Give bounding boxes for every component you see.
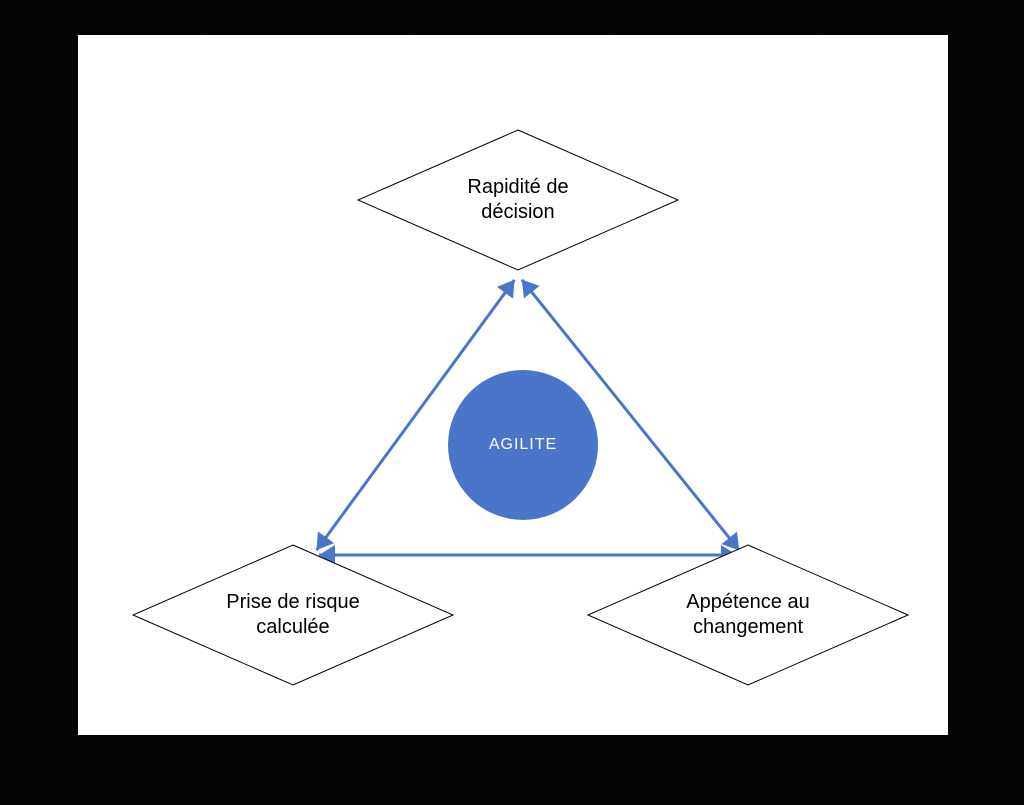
diamond-label-left: Prise de risque calculée <box>226 590 359 640</box>
diamond-label-right: Appétence au changement <box>686 590 809 640</box>
diamond-label-top: Rapidité de décision <box>467 175 568 225</box>
diagram-slide: Rapidité de décision Prise de risque cal… <box>78 35 948 735</box>
diagram-svg <box>78 35 948 735</box>
center-circle-label: AGILITE <box>489 435 557 455</box>
